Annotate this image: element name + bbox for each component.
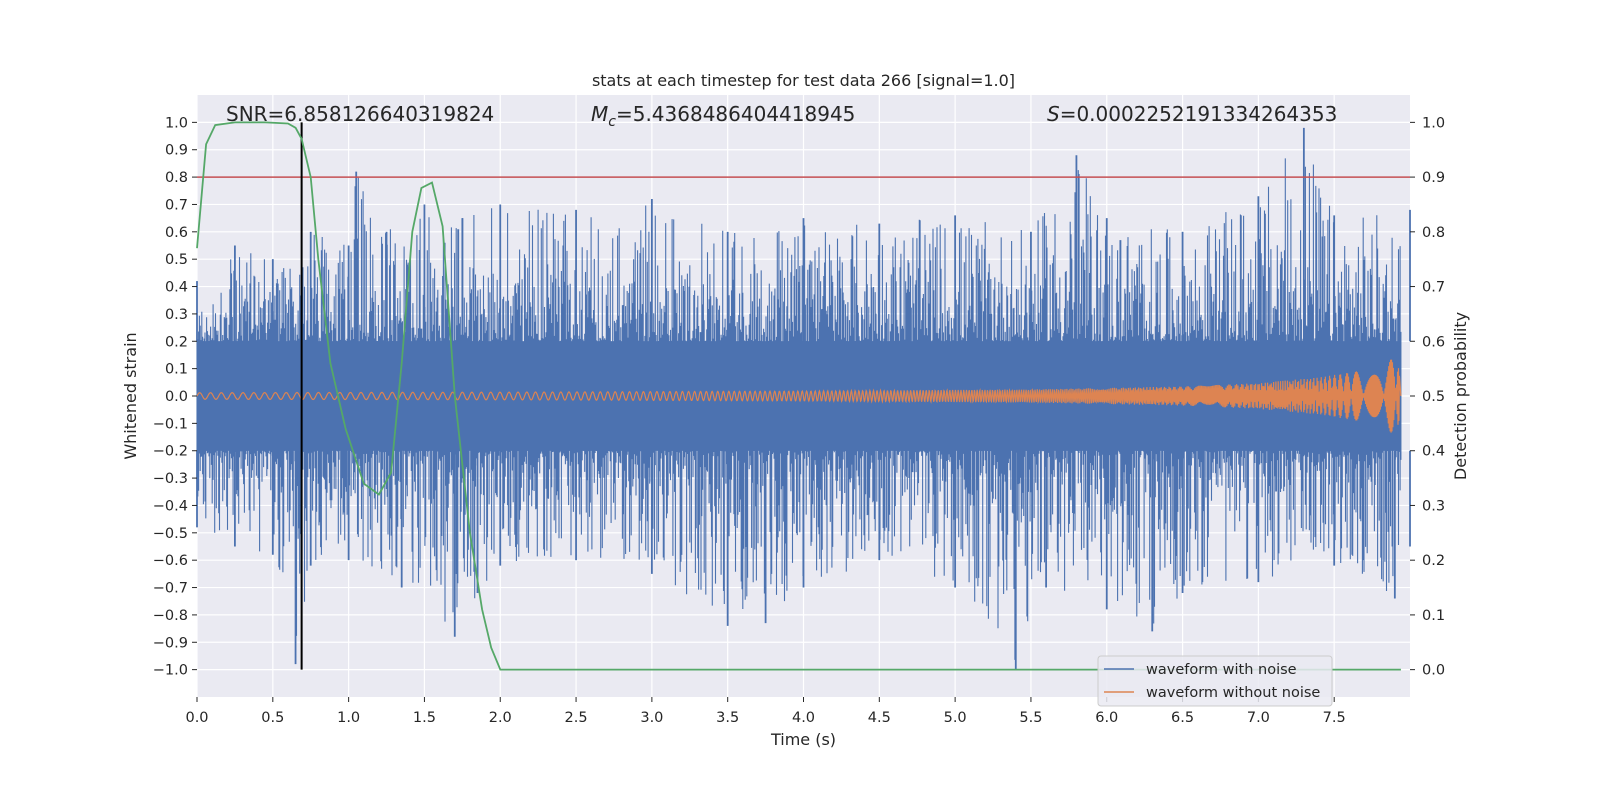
y-tick-label-3: 0.7 <box>165 197 188 213</box>
x-tick-label-4: 2.0 <box>489 710 512 726</box>
y-tick-label-10: 0.0 <box>165 389 188 405</box>
y2-tick-label-2: 0.8 <box>1422 225 1445 241</box>
y2-tick-label-4: 0.6 <box>1422 334 1445 350</box>
y2-axis-label: Detection probability <box>1451 312 1470 480</box>
y-tick-label-19: −0.9 <box>153 635 188 651</box>
y2-tick-label-7: 0.3 <box>1422 498 1445 514</box>
y-tick-label-18: −0.8 <box>153 608 188 624</box>
y2-tick-label-8: 0.2 <box>1422 553 1445 569</box>
x-tick-label-15: 7.5 <box>1323 710 1346 726</box>
x-tick-label-9: 4.5 <box>868 710 891 726</box>
legend: waveform with noise waveform without noi… <box>1097 655 1333 707</box>
y-tick-label-0: 1.0 <box>165 115 188 131</box>
annotation-chirp-mass: Mc=5.4368486404418945 <box>591 102 855 130</box>
x-tick-label-0: 0.0 <box>185 710 208 726</box>
x-tick-label-12: 6.0 <box>1095 710 1118 726</box>
chart-title: stats at each timestep for test data 266… <box>592 71 1015 90</box>
y-tick-label-15: −0.5 <box>153 526 188 542</box>
annotation-chirp-mass-subscript: c <box>608 114 616 130</box>
series-detection-probability <box>196 121 1401 671</box>
y-tick-label-5: 0.5 <box>165 252 188 268</box>
annotation-chirp-mass-value: =5.4368486404418945 <box>616 102 855 126</box>
x-tick-label-6: 3.0 <box>640 710 663 726</box>
x-tick-label-13: 6.5 <box>1171 710 1194 726</box>
y-tick-label-6: 0.4 <box>165 280 188 296</box>
y-tick-label-7: 0.3 <box>165 307 188 323</box>
annotation-s-symbol: S <box>1047 102 1060 126</box>
y2-tick-label-0: 1.0 <box>1422 115 1445 131</box>
x-tick-label-7: 3.5 <box>716 710 739 726</box>
x-tick-label-8: 4.0 <box>792 710 815 726</box>
y-tick-label-17: −0.7 <box>153 581 188 597</box>
annotation-chirp-mass-symbol: M <box>591 102 608 126</box>
x-tick-label-3: 1.5 <box>413 710 436 726</box>
y2-tick-label-10: 0.0 <box>1422 663 1445 679</box>
annotation-s-value: =0.000225219133426435​3 <box>1060 102 1338 126</box>
x-axis-label: Time (s) <box>770 730 836 749</box>
y-tick-label-2: 0.8 <box>165 170 188 186</box>
y2-tick-label-3: 0.7 <box>1422 280 1445 296</box>
y-tick-label-9: 0.1 <box>165 362 188 378</box>
y2-tick-label-5: 0.5 <box>1422 389 1445 405</box>
y-tick-label-14: −0.4 <box>153 498 188 514</box>
x-tick-label-14: 7.0 <box>1247 710 1270 726</box>
y-tick-label-1: 0.9 <box>165 143 188 159</box>
probability-line <box>196 121 1401 671</box>
y-tick-label-4: 0.6 <box>165 225 188 241</box>
y-tick-label-12: −0.2 <box>153 444 188 460</box>
x-tick-label-5: 2.5 <box>565 710 588 726</box>
overlay-lines <box>197 122 1410 670</box>
x-tick-label-10: 5.0 <box>944 710 967 726</box>
annotation-s: S=0.000225219133426435​3 <box>1047 102 1337 126</box>
y-tick-label-8: 0.2 <box>165 334 188 350</box>
y-tick-label-11: −0.1 <box>153 416 188 432</box>
legend-label-waveform-without-noise: waveform without noise <box>1146 685 1320 701</box>
legend-box <box>1097 655 1333 707</box>
y2-tick-label-1: 0.9 <box>1422 170 1445 186</box>
x-tick-label-2: 1.0 <box>337 710 360 726</box>
y-tick-label-20: −1.0 <box>153 663 188 679</box>
y-tick-label-13: −0.3 <box>153 471 188 487</box>
y2-tick-label-9: 0.1 <box>1422 608 1445 624</box>
y-axis-label: Whitened strain <box>121 332 140 459</box>
x-tick-label-1: 0.5 <box>261 710 284 726</box>
y2-tick-label-6: 0.4 <box>1422 444 1445 460</box>
annotation-snr: SNR=6.858126640319824 <box>226 102 494 126</box>
y-tick-label-16: −0.6 <box>153 553 188 569</box>
legend-label-waveform-with-noise: waveform with noise <box>1146 662 1297 678</box>
x-tick-label-11: 5.5 <box>1019 710 1042 726</box>
